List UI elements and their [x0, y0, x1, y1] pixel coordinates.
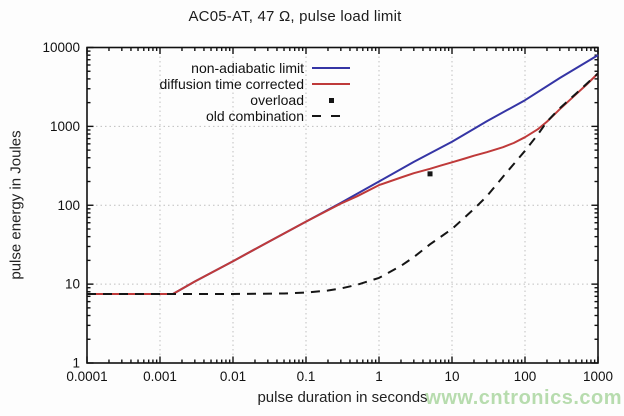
- series-diffusion-time-corrected: [87, 72, 599, 295]
- legend-sample-overload: [312, 97, 350, 103]
- marker-overload: [427, 171, 433, 177]
- x-tick-label: 10: [444, 369, 459, 384]
- legend-item-old-combination: old combination: [160, 108, 350, 124]
- legend-label: diffusion time corrected: [159, 76, 304, 92]
- y-tick-label: 10000: [42, 40, 80, 55]
- x-tick-label: 0.01: [220, 369, 246, 384]
- y-tick-label: 10: [65, 277, 80, 292]
- legend-sample-non-adiabatic-limit: [312, 67, 350, 69]
- legend: non-adiabatic limit diffusion time correc…: [160, 60, 350, 124]
- line-sample-icon: [312, 67, 350, 69]
- x-tick-label: 100: [514, 369, 537, 384]
- legend-label: overload: [250, 92, 304, 108]
- y-tick-label: 1000: [50, 119, 80, 134]
- plot-border: [86, 46, 599, 364]
- y-tick-label: 1: [72, 356, 80, 371]
- x-tick-label: 0.0001: [66, 369, 107, 384]
- y-axis-label: pulse energy in Joules: [7, 130, 25, 280]
- x-tick-label: 0.001: [143, 369, 177, 384]
- legend-sample-diffusion-time-corrected: [312, 83, 350, 85]
- y-tick-label: 100: [57, 198, 80, 213]
- legend-item-non-adiabatic-limit: non-adiabatic limit: [160, 60, 350, 76]
- x-tick-label: 1: [375, 369, 383, 384]
- x-tick-label: 1000: [583, 369, 613, 384]
- x-axis-label: pulse duration in seconds: [257, 389, 428, 406]
- dash-sample-icon: [331, 115, 340, 117]
- chart-title: AC05-AT, 47 Ω, pulse load limit: [188, 8, 402, 25]
- legend-label: old combination: [205, 108, 304, 124]
- line-sample-icon: [312, 83, 350, 85]
- watermark-text: www.cntronics.com: [425, 387, 622, 409]
- legend-sample-old-combination: [312, 115, 350, 117]
- series-old-combination: [87, 72, 599, 295]
- legend-label: non-adiabatic limit: [191, 60, 304, 76]
- legend-item-overload: overload: [160, 92, 350, 108]
- square-marker-icon: [328, 97, 334, 103]
- legend-item-diffusion-time-corrected: diffusion time corrected: [160, 76, 350, 92]
- x-tick-label: 0.1: [297, 369, 316, 384]
- dash-sample-icon: [312, 115, 321, 117]
